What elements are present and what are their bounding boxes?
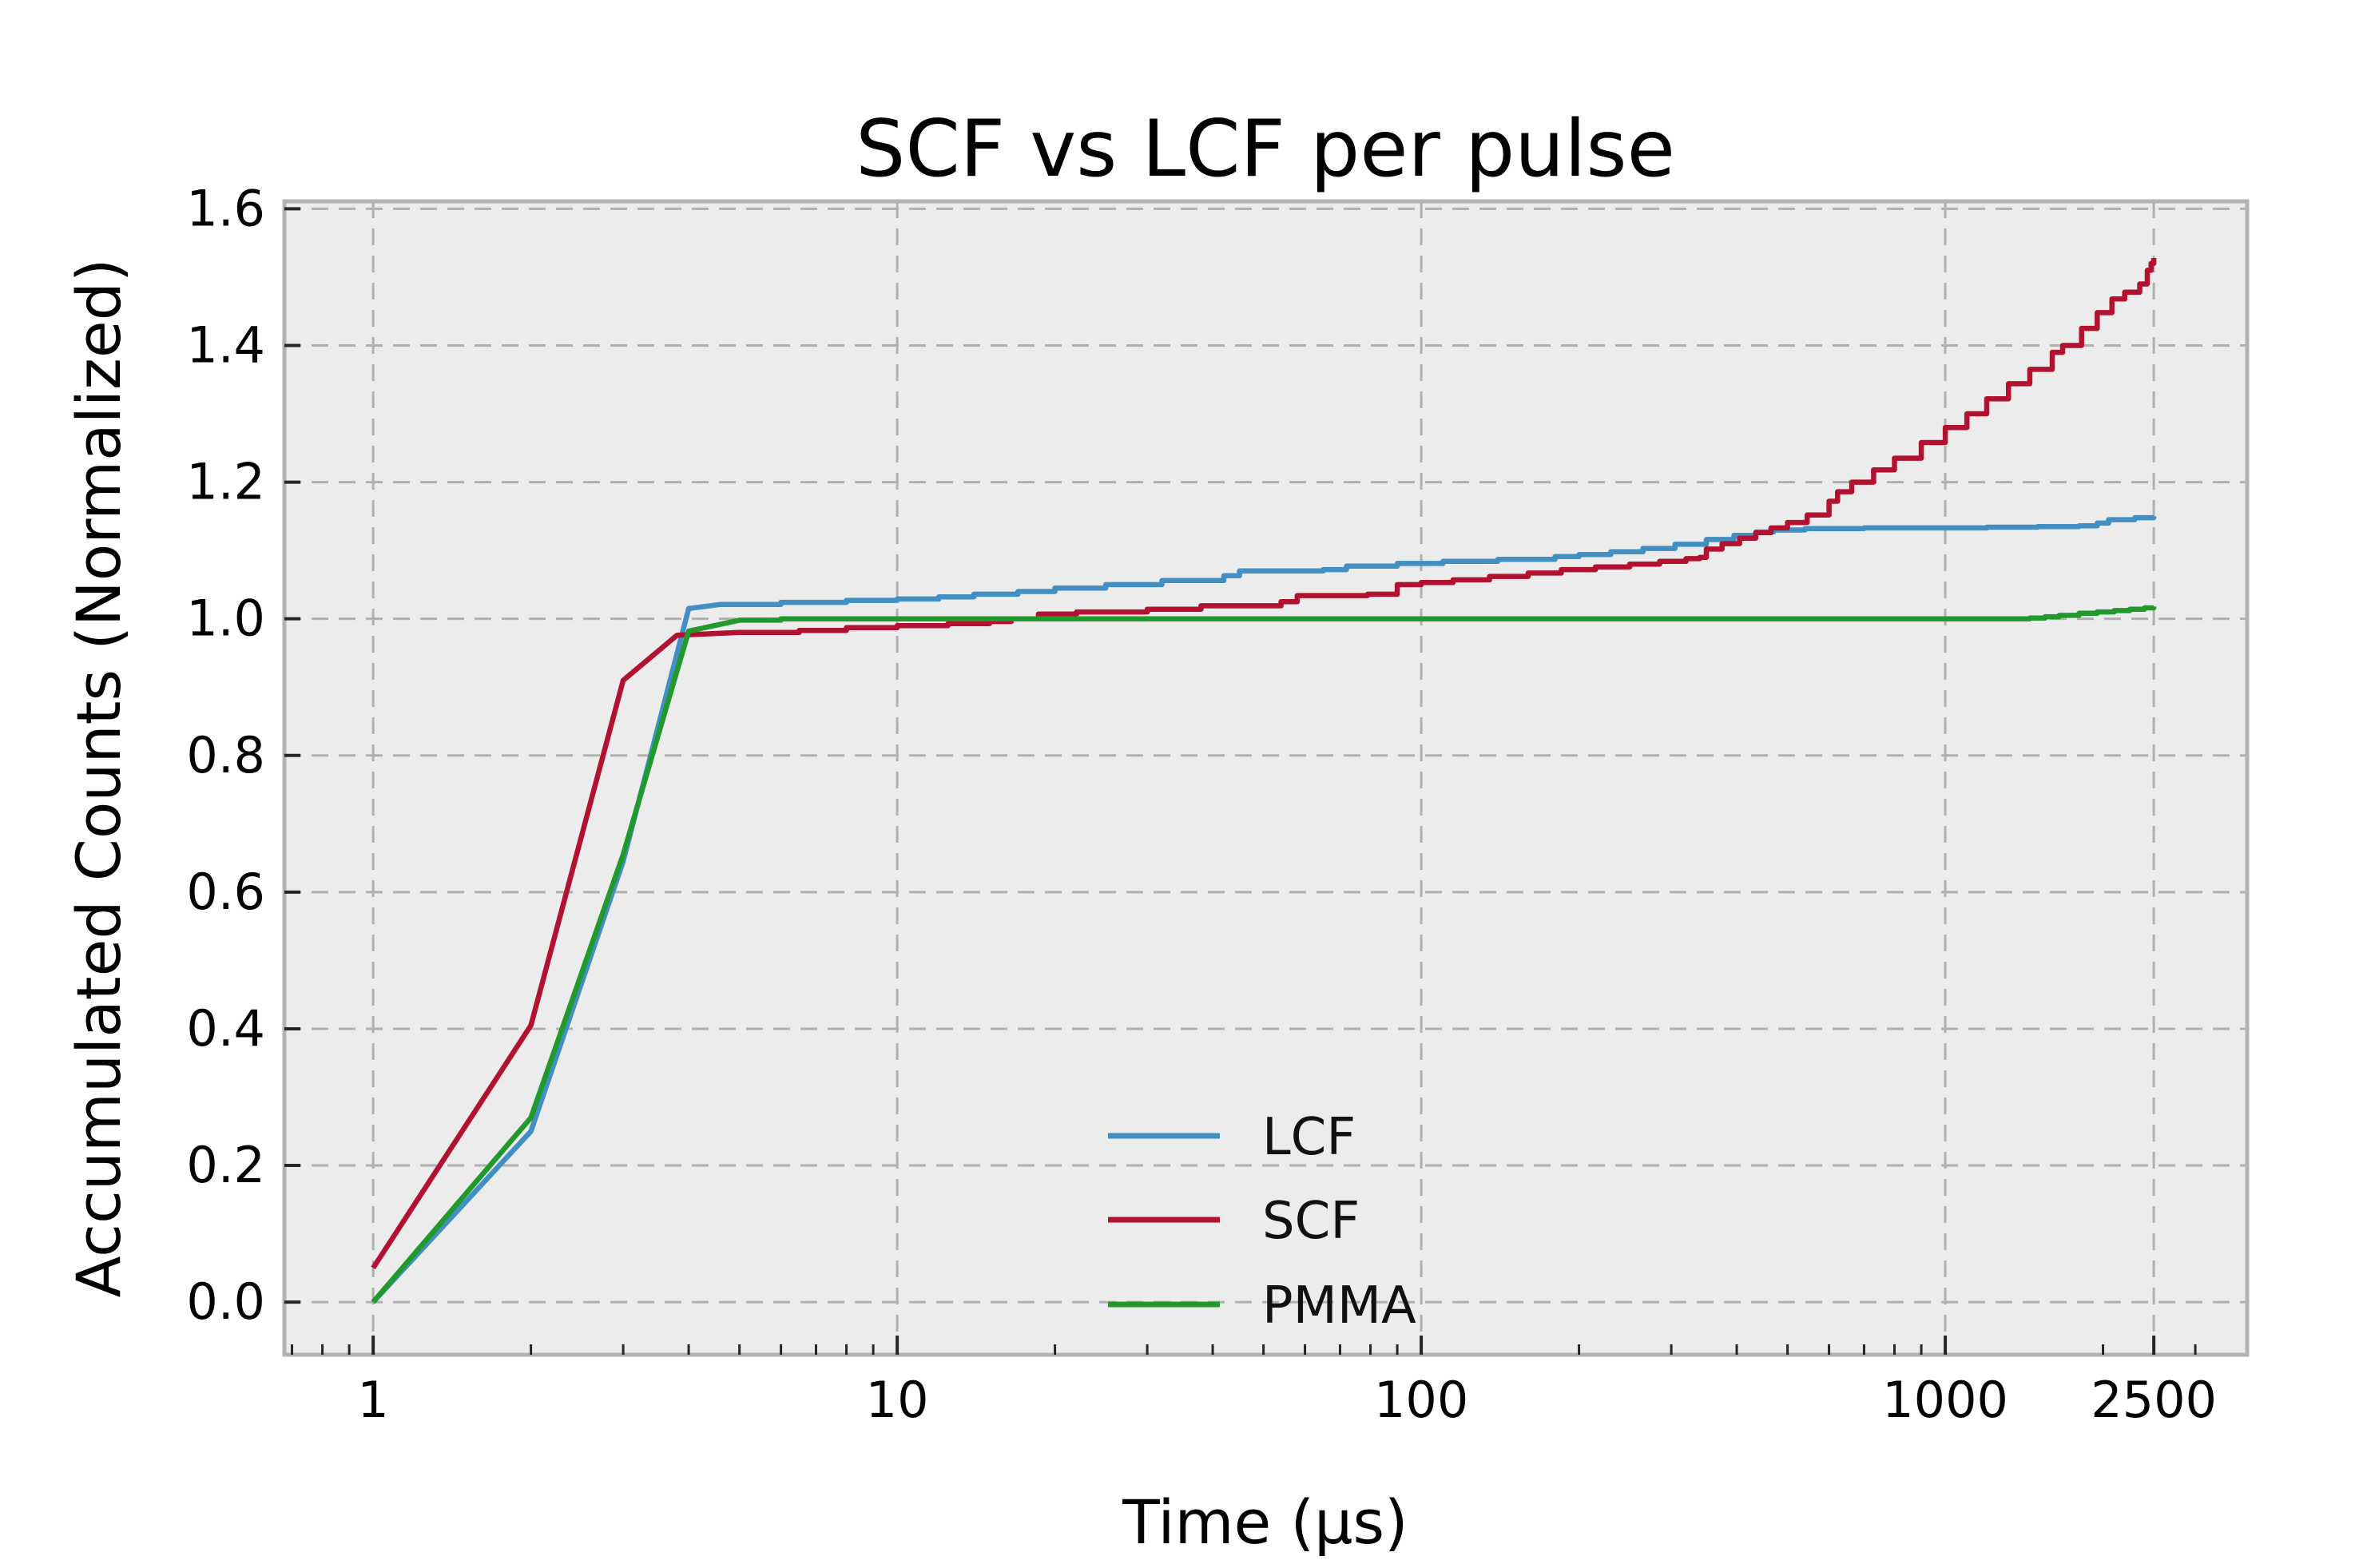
plot-border xyxy=(282,199,2250,1357)
legend-label-SCF: SCF xyxy=(1262,1192,1360,1251)
y-tick-label-1.6: 1.6 xyxy=(186,179,265,237)
y-tick-label-1.0: 1.0 xyxy=(186,589,265,648)
legend-label-PMMA: PMMA xyxy=(1262,1276,1416,1336)
x-tick-label-1000: 1000 xyxy=(1882,1371,2008,1429)
series-lines xyxy=(371,258,2157,1304)
legend-item-PMMA: PMMA xyxy=(1108,1276,1416,1336)
y-axis-label: Accumulated Counts (Normalized) xyxy=(63,259,134,1298)
y-tick-label-1.2: 1.2 xyxy=(186,453,265,511)
y-tick-label-0.4: 0.4 xyxy=(186,999,265,1058)
y-tick-label-0.2: 0.2 xyxy=(186,1136,265,1194)
legend-item-SCF: SCF xyxy=(1108,1192,1360,1251)
y-tick-label-0.0: 0.0 xyxy=(186,1272,265,1331)
y-tick-label-1.4: 1.4 xyxy=(186,316,265,375)
y-tick-label-0.8: 0.8 xyxy=(186,726,265,784)
x-tick-label-1: 1 xyxy=(357,1371,388,1429)
plot-background xyxy=(284,201,2247,1355)
x-tick-labels: 1 10 100 1000 2500 xyxy=(357,1371,2217,1429)
series-line-PMMA xyxy=(371,605,2157,1304)
x-tick-label-100: 100 xyxy=(1374,1371,1468,1429)
legend-label-LCF: LCF xyxy=(1262,1108,1356,1167)
x-tick-label-2500: 2500 xyxy=(2091,1371,2217,1429)
series-line-LCF xyxy=(371,514,2157,1304)
legend: LCF SCF PMMA xyxy=(1108,1108,1416,1336)
x-tick-label-10: 10 xyxy=(866,1371,929,1429)
x-axis-label: Time (μs) xyxy=(1122,1487,1408,1558)
legend-item-LCF: LCF xyxy=(1108,1108,1356,1167)
y-tick-label-0.6: 0.6 xyxy=(186,863,265,921)
chart-title: SCF vs LCF per pulse xyxy=(856,104,1675,195)
y-tick-labels: 0.0 0.2 0.4 0.6 0.8 1.0 1.2 1.4 1.6 xyxy=(186,179,265,1331)
series-line-SCF xyxy=(371,258,2157,1270)
axis-ticks xyxy=(284,207,2197,1355)
